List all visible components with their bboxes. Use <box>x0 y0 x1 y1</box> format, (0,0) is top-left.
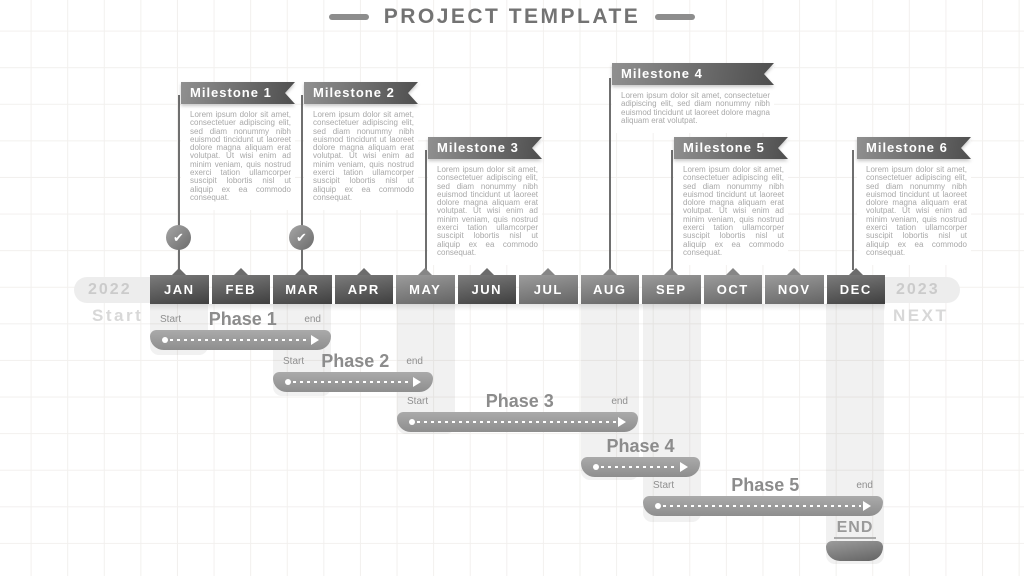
page-title: PROJECT TEMPLATE <box>383 5 641 28</box>
phase-5-end-label: end <box>856 479 873 491</box>
milestone-2-description: Lorem ipsum dolor sit amet, consectetuer… <box>313 110 414 202</box>
milestone-1-banner: Milestone 1 <box>181 82 295 104</box>
phase-1-start-label: Start <box>160 313 182 325</box>
phase-progress-dashes <box>663 505 861 507</box>
phase-1-end-label: end <box>304 313 321 325</box>
milestone-6-banner: Milestone 6 <box>857 137 971 159</box>
milestone-5-description: Lorem ipsum dolor sit amet, consectetuer… <box>683 165 784 257</box>
phase-3-bar <box>397 412 638 432</box>
phase-1-labels: Start Phase 1 end <box>150 308 331 331</box>
milestone-5-banner: Milestone 5 <box>674 137 788 159</box>
timeline-start-caption: Start <box>92 306 144 325</box>
month-jun: JUN <box>457 275 516 304</box>
phase-progress-dashes <box>170 339 309 341</box>
month-jan: JAN <box>150 275 209 304</box>
arrow-right-icon <box>680 462 688 472</box>
phase-5-start-label: Start <box>653 479 675 491</box>
month-band-aug <box>581 303 639 480</box>
month-band-sep <box>643 303 701 522</box>
phase-start-dot-icon <box>655 503 661 509</box>
milestone-4-banner: Milestone 4 <box>612 63 774 85</box>
phase-2-end-label: end <box>406 355 423 367</box>
phase-start-dot-icon <box>593 464 599 470</box>
milestone-5-connector-line <box>671 150 673 270</box>
month-sep: SEP <box>642 275 701 304</box>
phase-4-labels: Phase 4 <box>581 435 700 458</box>
phase-1-bar <box>150 330 331 350</box>
phase-2-labels: Start Phase 2 end <box>273 350 433 373</box>
phase-progress-dashes <box>417 421 616 423</box>
end-marker-label: END <box>826 519 884 539</box>
month-dec: DEC <box>826 275 885 304</box>
phase-start-dot-icon <box>162 337 168 343</box>
phase-progress-dashes <box>293 381 411 383</box>
phase-4-title: Phase 4 <box>591 435 690 458</box>
phase-3-title: Phase 3 <box>428 390 611 413</box>
title-dash-icon <box>328 14 369 20</box>
arrow-right-icon <box>413 377 421 387</box>
milestone-2-banner: Milestone 2 <box>304 82 418 104</box>
phase-progress-dashes <box>601 466 678 468</box>
milestone-card-3: Milestone 3 Lorem ipsum dolor sit amet, … <box>428 137 542 266</box>
month-bar-shadow <box>150 304 885 311</box>
milestone-card-2: Milestone 2 Lorem ipsum dolor sit amet, … <box>304 82 418 211</box>
phase-4-bar <box>581 457 700 477</box>
milestone-4-description: Lorem ipsum dolor sit amet, consectetuer… <box>621 91 770 125</box>
phase-2-start-label: Start <box>283 355 305 367</box>
phase-start-dot-icon <box>285 379 291 385</box>
milestone-2-connector-line <box>301 95 303 270</box>
milestone-6-description: Lorem ipsum dolor sit amet, consectetuer… <box>866 165 967 257</box>
month-aug: AUG <box>580 275 639 304</box>
milestone-1-description: Lorem ipsum dolor sit amet, consectetuer… <box>190 110 291 202</box>
end-marker-bar <box>826 541 883 561</box>
year-right-pill: 2023 <box>884 277 960 303</box>
phase-2-title: Phase 2 <box>304 350 406 373</box>
milestone-card-6: Milestone 6 Lorem ipsum dolor sit amet, … <box>857 137 971 266</box>
month-jul: JUL <box>519 275 578 304</box>
phase-start-dot-icon <box>409 419 415 425</box>
phase-3-end-label: end <box>611 395 628 407</box>
milestone-card-5: Milestone 5 Lorem ipsum dolor sit amet, … <box>674 137 788 266</box>
month-oct: OCT <box>703 275 762 304</box>
arrow-right-icon <box>311 335 319 345</box>
arrow-right-icon <box>863 501 871 511</box>
milestone-3-description: Lorem ipsum dolor sit amet, consectetuer… <box>437 165 538 257</box>
milestone-card-1: Milestone 1 Lorem ipsum dolor sit amet, … <box>181 82 295 211</box>
phase-5-bar <box>643 496 883 516</box>
month-apr: APR <box>334 275 393 304</box>
phase-3-labels: Start Phase 3 end <box>397 390 638 413</box>
check-icon: ✔ <box>289 225 314 250</box>
month-feb: FEB <box>211 275 270 304</box>
page-title-row: PROJECT TEMPLATE <box>0 5 1024 29</box>
month-may: MAY <box>396 275 455 304</box>
phase-5-labels: Start Phase 5 end <box>643 474 883 497</box>
month-nov: NOV <box>765 275 824 304</box>
check-icon: ✔ <box>166 225 191 250</box>
timeline-next-caption: NEXT <box>893 306 949 325</box>
title-dash-icon <box>655 14 696 20</box>
phase-1-title: Phase 1 <box>181 308 304 331</box>
phase-3-start-label: Start <box>407 395 429 407</box>
milestone-1-connector-line <box>178 95 180 270</box>
arrow-right-icon <box>618 417 626 427</box>
month-band-dec <box>826 303 884 564</box>
milestone-3-connector-line <box>425 150 427 270</box>
month-mar: MAR <box>273 275 332 304</box>
milestone-4-connector-line <box>609 78 611 270</box>
phase-2-bar <box>273 372 433 392</box>
milestone-3-banner: Milestone 3 <box>428 137 542 159</box>
milestone-card-4: Milestone 4 Lorem ipsum dolor sit amet, … <box>612 63 774 134</box>
phase-5-title: Phase 5 <box>674 474 856 497</box>
month-bar: JAN FEB MAR APR MAY JUN JUL AUG SEP OCT … <box>150 275 885 304</box>
milestone-6-connector-line <box>852 150 854 270</box>
